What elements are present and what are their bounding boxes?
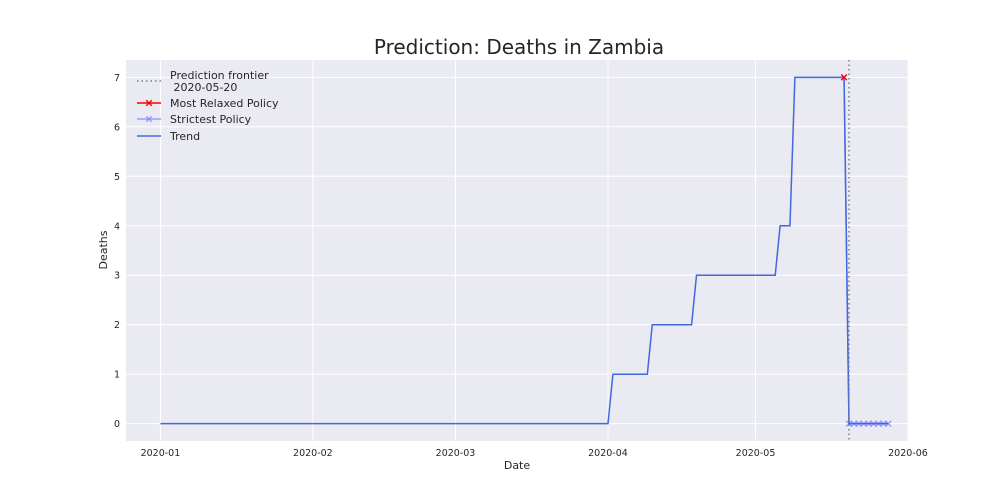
trend-line: [160, 76, 889, 425]
series-layer: [160, 74, 892, 427]
x-tick-label: 2020-02: [293, 448, 333, 459]
y-axis-label: Deaths: [97, 230, 110, 269]
y-tick-label: 1: [114, 370, 120, 381]
series-trend: [160, 76, 889, 425]
legend-marker: [145, 99, 153, 107]
tick-layer: 2020-01 2020-02 2020-03 2020-04 2020-05 2020-…: [114, 73, 928, 459]
legend-entry-most-relaxed-policy: Most Relaxed Policy: [137, 97, 279, 110]
x-axis-label: Date: [504, 459, 531, 472]
y-tick-label: 2: [114, 320, 120, 331]
legend-entry-prediction-frontier: Prediction frontier 2020-05-20: [137, 69, 269, 94]
y-tick-label: 3: [114, 271, 120, 282]
legend: Prediction frontier 2020-05-20 Most Relax…: [137, 69, 279, 143]
legend-entry-trend: Trend: [137, 130, 200, 143]
chart-title: Prediction: Deaths in Zambia: [374, 35, 664, 59]
y-tick-label: 5: [114, 172, 120, 183]
legend-marker: [145, 115, 153, 123]
legend-entry-strictest-policy: Strictest Policy: [137, 113, 252, 126]
legend-label: Most Relaxed Policy: [170, 97, 279, 110]
x-tick-label: 2020-01: [141, 448, 181, 459]
legend-label: Trend: [169, 130, 200, 143]
grid: [126, 60, 909, 441]
y-tick-label: 6: [114, 122, 120, 133]
x-tick-label: 2020-06: [888, 448, 928, 459]
x-tick-label: 2020-05: [736, 448, 776, 459]
legend-label: Prediction frontier 2020-05-20: [170, 69, 269, 94]
y-tick-label: 4: [114, 221, 120, 232]
legend-label: Strictest Policy: [170, 113, 252, 126]
series-most-relaxed-policy: [840, 74, 848, 81]
x-tick-label: 2020-03: [436, 448, 476, 459]
y-tick-label: 7: [114, 73, 120, 84]
y-tick-label: 0: [114, 419, 120, 430]
x-tick-label: 2020-04: [588, 448, 628, 459]
most-relaxed-policy-point: [840, 74, 848, 81]
